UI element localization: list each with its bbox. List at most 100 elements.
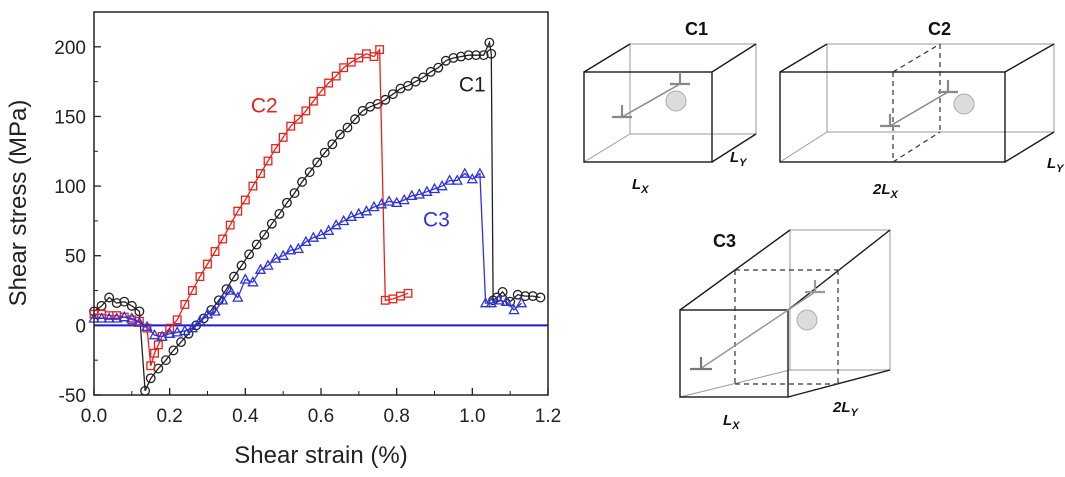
- config-c2-diagram: C2 2LX LY: [779, 19, 1065, 201]
- series-c3-point: [186, 321, 199, 333]
- series-c3-point: [479, 296, 492, 308]
- c2-dislocation-symbol-left: [880, 114, 900, 128]
- series-c3-point: [285, 244, 297, 255]
- series-c1-point: [327, 139, 338, 150]
- series-c1-point: [334, 129, 345, 140]
- series-c3-point: [95, 312, 108, 323]
- y-axis-title: Shear stress (MPa): [5, 100, 32, 307]
- c2-mid-plane: [892, 43, 941, 163]
- series-c3-point: [406, 189, 418, 201]
- x-tick-label: 0.0: [81, 406, 107, 427]
- c2-depth-edge-tl: [779, 43, 828, 73]
- series-c2-point: [240, 195, 250, 205]
- series-c1-point: [535, 292, 546, 303]
- series-c3-point: [111, 312, 123, 323]
- series-c1-point: [342, 122, 353, 133]
- series-c3-point: [126, 312, 138, 323]
- series-c2-point: [180, 300, 190, 309]
- series-c1-point: [168, 345, 179, 356]
- series-c3-point: [421, 185, 433, 196]
- series-c1-point: [297, 176, 308, 187]
- series-c2-point: [271, 144, 281, 153]
- series-c3-point: [466, 172, 478, 184]
- c1-depth-edge-br: [711, 133, 757, 163]
- y-tick-label: 0: [75, 316, 86, 337]
- series-c1-point: [350, 114, 361, 125]
- series-c2-point: [403, 288, 413, 298]
- series-label-c3: C3: [423, 208, 450, 231]
- series-c2-point: [316, 86, 326, 96]
- c3-dislocation-line: [699, 291, 816, 370]
- series-c2-point: [286, 121, 296, 131]
- series-c1-point: [229, 271, 239, 282]
- series-c2-point: [218, 234, 228, 244]
- series-c2-point: [165, 323, 175, 333]
- series-c2-point: [256, 169, 265, 179]
- series-c1-point: [259, 229, 270, 240]
- series-c3-point: [383, 195, 395, 206]
- series-c2-point: [172, 315, 182, 325]
- series-c2-point: [187, 286, 197, 295]
- c3-ly-label: 2LY: [832, 399, 860, 419]
- series-c1-point: [289, 188, 300, 199]
- series-c3-point: [485, 296, 497, 308]
- series-c1-point: [418, 72, 429, 83]
- series-c3-point: [493, 294, 505, 305]
- series-c1-point: [251, 239, 262, 250]
- series-c3-point: [118, 310, 130, 322]
- c2-ly-label: LY: [1047, 155, 1065, 175]
- series-c3-point: [164, 327, 176, 338]
- series-c2-point: [308, 96, 318, 106]
- series-labels-layer: C1 C2 C3: [251, 73, 486, 231]
- series-c2-point: [153, 340, 163, 350]
- c3-dislocation-symbol-left: [690, 357, 712, 371]
- series-c1-point: [448, 53, 459, 63]
- series-c3-point: [368, 200, 380, 212]
- series-c3-point: [262, 259, 274, 270]
- series-c1-point: [387, 89, 398, 100]
- x-axis-title: Shear strain (%): [234, 442, 407, 469]
- c1-lx-label: LX: [632, 176, 649, 196]
- series-c3-point: [474, 167, 486, 178]
- series-c1-point: [456, 51, 466, 62]
- series-c3-point: [292, 242, 304, 254]
- series-c1-point: [357, 105, 368, 116]
- series-c3-point: [307, 231, 320, 242]
- config-c3-title: C3: [713, 231, 736, 251]
- series-label-c1: C1: [459, 73, 486, 96]
- series-c2-point: [203, 259, 212, 269]
- series-c1-point: [104, 292, 115, 303]
- y-tick-label: -50: [59, 386, 86, 407]
- series-c2-point: [233, 206, 243, 216]
- y-tick-label: 50: [65, 247, 86, 268]
- x-tick-label: 1.0: [459, 406, 485, 427]
- series-c1-point: [126, 300, 137, 311]
- c3-depth-edge-tr: [787, 229, 891, 311]
- c3-obstacle: [796, 309, 818, 331]
- series-c2-point: [248, 181, 258, 191]
- series-c1-point: [312, 157, 323, 168]
- series-c2-point: [369, 52, 379, 62]
- series-c3-point: [391, 196, 403, 208]
- series-c3-point: [508, 303, 520, 315]
- series-c1-point: [160, 355, 171, 366]
- x-tick-label: 0.8: [383, 406, 409, 427]
- series-c1-point: [274, 208, 285, 219]
- c1-obstacle: [665, 90, 687, 112]
- series-c1-point: [520, 291, 531, 302]
- series-label-c2: C2: [251, 94, 278, 117]
- series-c3-point: [375, 198, 388, 209]
- series-c3-point: [148, 328, 161, 340]
- series-c3-point: [201, 308, 214, 319]
- series-c1-point: [244, 249, 255, 260]
- series-c1-point: [491, 292, 502, 303]
- series-c3-point: [156, 330, 168, 341]
- series-c3-point: [141, 320, 153, 332]
- series-c1-point: [486, 48, 497, 59]
- series-c2-point: [331, 71, 341, 81]
- series-c3-point: [133, 316, 146, 327]
- series-c1-point: [134, 306, 145, 317]
- c3-lx-label: LX: [723, 412, 740, 432]
